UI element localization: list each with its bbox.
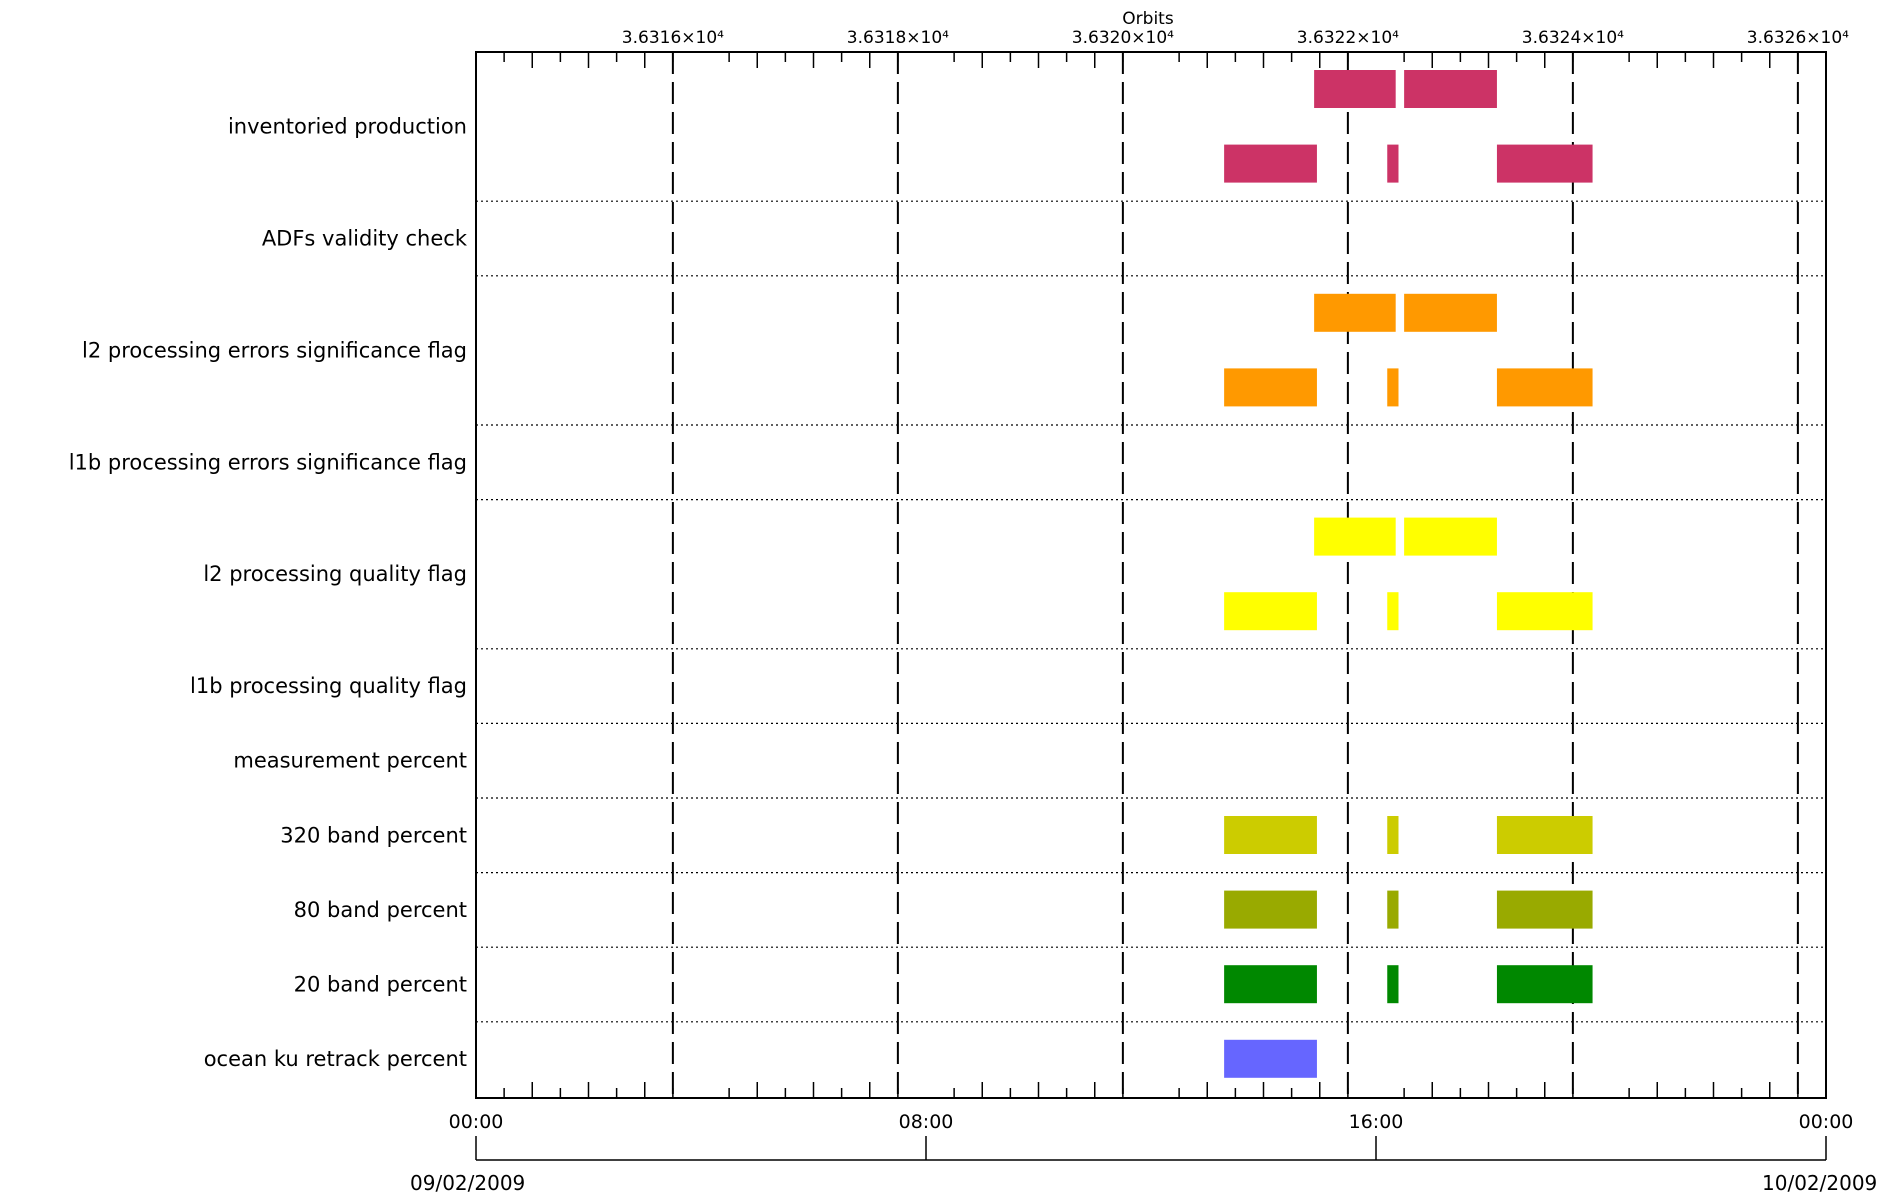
row-label: l1b processing quality flag bbox=[190, 674, 467, 698]
row-label: l1b processing errors significance flag bbox=[69, 450, 467, 474]
start-date-label: 09/02/2009 bbox=[410, 1171, 525, 1195]
gantt-bar bbox=[1314, 517, 1396, 556]
gantt-bar bbox=[1496, 592, 1593, 631]
row-label: ocean ku retrack percent bbox=[204, 1047, 467, 1071]
gantt-bar bbox=[1224, 816, 1317, 854]
label-layer: 3.6316×10⁴ 3.6318×10⁴ 3.6320×10⁴ 3.6322×10⁴… bbox=[69, 28, 1854, 1133]
time-tick-label: 16:00 bbox=[1349, 1111, 1404, 1133]
time-tick-label: 00:00 bbox=[449, 1111, 504, 1133]
row-label: ADFs validity check bbox=[262, 227, 468, 251]
row-label: 80 band percent bbox=[294, 898, 467, 922]
row-label: inventoried production bbox=[228, 115, 467, 139]
gantt-bar bbox=[1314, 293, 1396, 332]
row-label: 20 band percent bbox=[294, 973, 467, 997]
gantt-bar bbox=[1387, 890, 1399, 929]
orbit-tick-label: 3.6318×10⁴ bbox=[847, 28, 949, 48]
gantt-bar bbox=[1496, 144, 1593, 183]
gantt-bar bbox=[1496, 816, 1593, 854]
orbit-tick-label: 3.6316×10⁴ bbox=[622, 28, 724, 48]
row-label: measurement percent bbox=[233, 749, 467, 773]
gantt-bar bbox=[1224, 592, 1317, 631]
orbit-tick-label: 3.6324×10⁴ bbox=[1522, 28, 1624, 48]
gantt-bar bbox=[1496, 890, 1593, 929]
gantt-bar bbox=[1387, 592, 1399, 631]
top-axis-title: Orbits bbox=[1122, 9, 1174, 29]
time-tick-label: 08:00 bbox=[899, 1111, 954, 1133]
orbit-tick-label: 3.6320×10⁴ bbox=[1072, 28, 1174, 48]
gantt-bar bbox=[1404, 517, 1497, 556]
time-tick-label: 00:00 bbox=[1799, 1111, 1854, 1133]
row-label: 320 band percent bbox=[280, 823, 467, 847]
gantt-bar bbox=[1224, 1039, 1317, 1078]
gantt-bar bbox=[1387, 368, 1399, 407]
gantt-bar bbox=[1387, 144, 1399, 183]
end-date-label: 10/02/2009 bbox=[1762, 1171, 1877, 1195]
row-label: l2 processing errors significance flag bbox=[82, 338, 467, 362]
gantt-bar bbox=[1496, 965, 1593, 1004]
gantt-bar bbox=[1496, 368, 1593, 407]
row-label: l2 processing quality flag bbox=[203, 562, 467, 586]
orbit-tick-label: 3.6322×10⁴ bbox=[1297, 28, 1399, 48]
bar-layer bbox=[1224, 70, 1593, 1078]
gantt-bar bbox=[1404, 293, 1497, 332]
grid-layer bbox=[475, 52, 1827, 1161]
gantt-bar bbox=[1387, 965, 1399, 1004]
gantt-bar bbox=[1404, 70, 1497, 108]
gantt-bar bbox=[1224, 890, 1317, 929]
plot-frame bbox=[475, 51, 1827, 1099]
gantt-bar bbox=[1224, 144, 1317, 183]
gantt-bar bbox=[1224, 965, 1317, 1004]
gantt-bar bbox=[1224, 368, 1317, 407]
gantt-bar bbox=[1314, 70, 1396, 108]
gantt-bar bbox=[1387, 816, 1399, 854]
orbit-tick-label: 3.6326×10⁴ bbox=[1747, 28, 1849, 48]
